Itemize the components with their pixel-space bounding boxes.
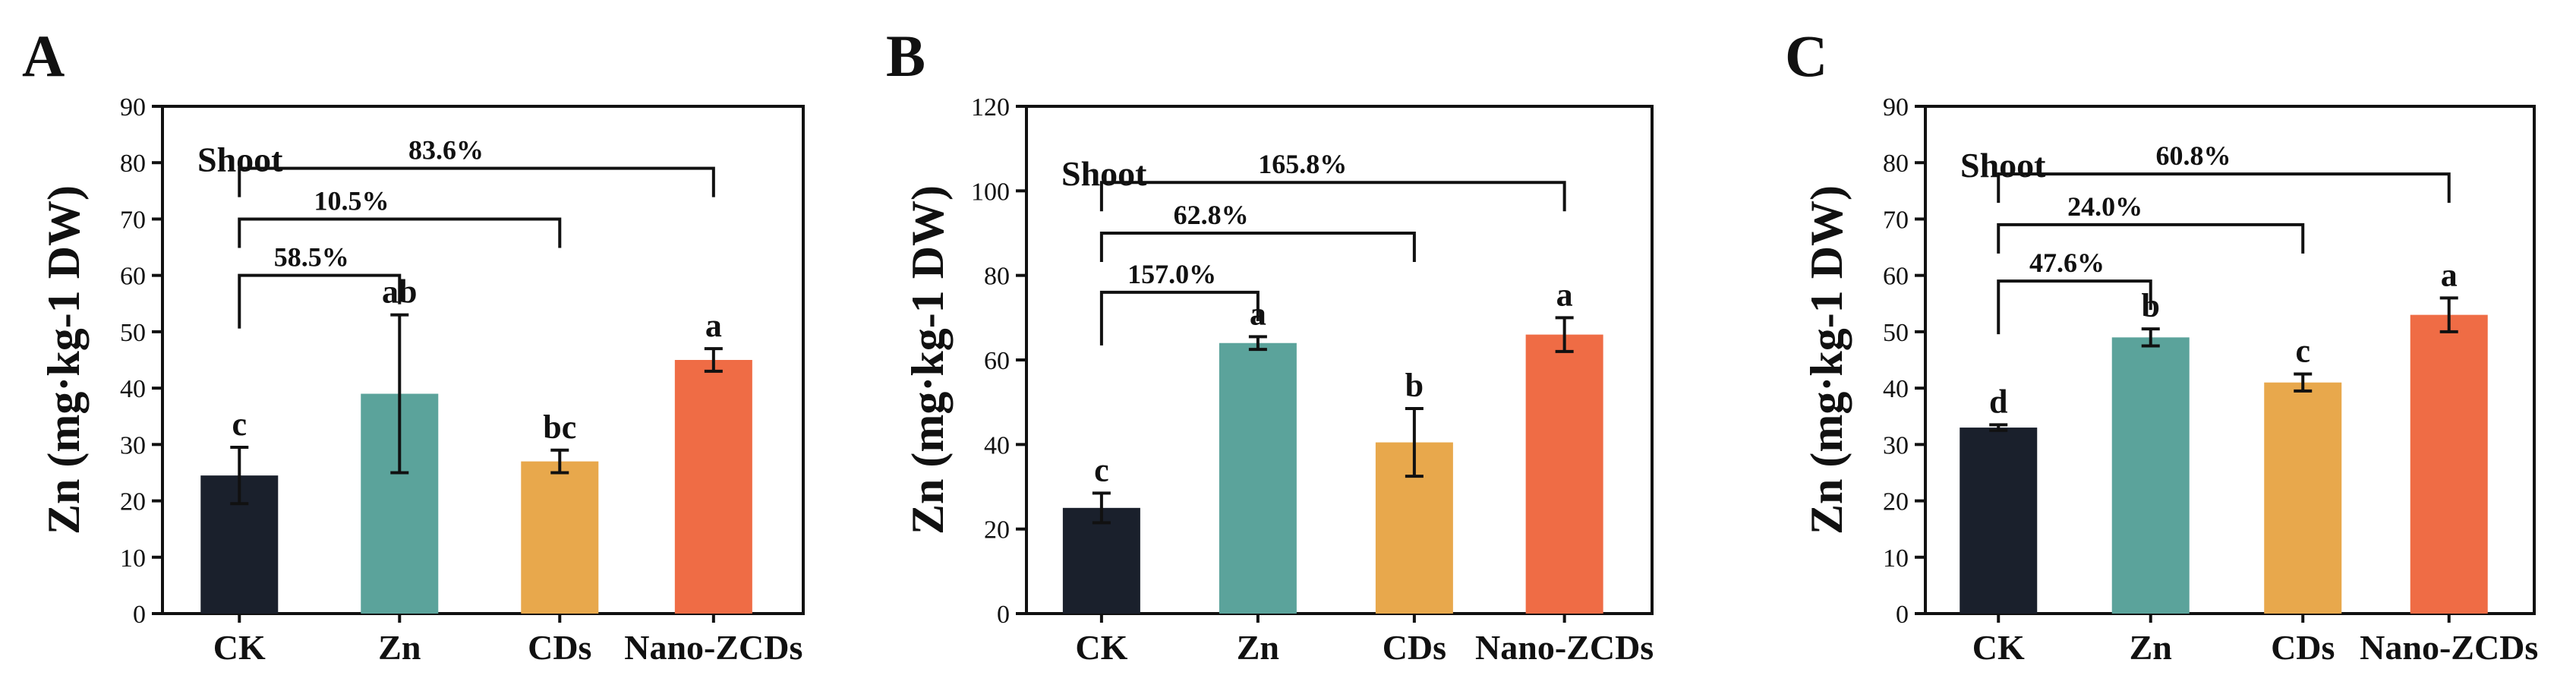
y-tick-label: 50 <box>1883 319 1909 347</box>
y-tick-label: 0 <box>997 601 1010 629</box>
y-tick-label: 80 <box>1883 150 1909 178</box>
significance-letter: c <box>1094 451 1109 488</box>
y-tick-label: 40 <box>1883 375 1909 403</box>
y-tick-label: 50 <box>120 319 146 347</box>
bar-zn <box>1219 342 1297 614</box>
panel-label: B <box>886 23 925 89</box>
x-tick-label: CK <box>1972 628 2025 667</box>
y-axis-label: Zn (mg·kg-1 DW) <box>903 185 953 535</box>
x-tick-label: Zn <box>2130 628 2172 667</box>
comparison-label: 165.8% <box>1258 149 1347 179</box>
y-tick-label: 10 <box>1883 544 1909 573</box>
comparison-label: 24.0% <box>2067 191 2142 222</box>
y-tick-label: 60 <box>120 263 146 291</box>
significance-letter: bc <box>543 409 576 446</box>
y-tick-label: 40 <box>984 431 1010 459</box>
axes-frame <box>1924 105 2536 615</box>
significance-letter: a <box>2441 256 2458 293</box>
x-tick-label: CDs <box>2271 628 2335 667</box>
y-tick-label: 20 <box>1883 488 1909 516</box>
significance-letter: c <box>2295 333 2310 370</box>
y-tick-label: 70 <box>1883 206 1909 234</box>
comparison-bracket <box>238 217 562 248</box>
y-tick-label: 10 <box>120 544 146 573</box>
x-tick-label: Nano-ZCDs <box>1475 628 1654 667</box>
bar-ck <box>1960 428 2038 614</box>
chart-panel-a: A 0 10 20 30 40 50 60 70 80 90 Zn (mg·kg-1 DW) c CK a b… <box>22 23 805 667</box>
significance-letter: a <box>705 307 722 344</box>
chart-panel-b: B 0 20 40 60 80 100 120 Zn (mg·kg-1 DW) c CK a Zn b CD… <box>886 23 1654 667</box>
y-tick-label: 80 <box>984 263 1010 291</box>
bar-cds <box>521 461 599 614</box>
significance-letter: d <box>1989 383 2007 420</box>
x-tick-label: Nano-ZCDs <box>2360 628 2538 667</box>
y-tick-label: 30 <box>120 431 146 459</box>
panel-label: C <box>1785 23 1827 89</box>
comparison-label: 83.6% <box>408 135 484 166</box>
comparison-bracket <box>1997 172 2451 204</box>
y-tick-label: 70 <box>120 206 146 234</box>
x-tick-label: Zn <box>1237 628 1279 667</box>
significance-letter: b <box>1405 367 1424 404</box>
comparison-bracket <box>1997 222 2305 254</box>
y-tick-label: 90 <box>120 93 146 122</box>
comparison-bracket <box>1997 279 2152 335</box>
bar-cds <box>2264 382 2342 614</box>
y-tick-label: 60 <box>1883 263 1909 291</box>
significance-letter: a <box>1556 276 1573 313</box>
comparison-label: 157.0% <box>1127 259 1216 289</box>
bar-nano-zcds <box>1525 334 1603 614</box>
shoot-annotation: Shoot <box>1061 154 1147 193</box>
bar-zn <box>2111 337 2190 614</box>
y-tick-label: 20 <box>120 488 146 516</box>
y-tick-label: 80 <box>120 150 146 178</box>
comparison-bracket <box>1099 181 1566 212</box>
y-axis-label: Zn (mg·kg-1 DW) <box>1802 185 1852 535</box>
x-tick-label: Zn <box>378 628 421 667</box>
comparison-bracket <box>238 166 715 197</box>
comparison-label: 62.8% <box>1174 200 1249 230</box>
bar-nano-zcds <box>674 360 752 614</box>
y-tick-label: 40 <box>120 375 146 403</box>
bar-ck <box>1062 507 1140 614</box>
y-tick-label: 120 <box>971 93 1010 122</box>
comparison-label: 58.5% <box>274 242 349 273</box>
x-tick-label: CDs <box>528 628 591 667</box>
x-tick-label: CK <box>213 628 266 667</box>
significance-letter: c <box>232 406 248 443</box>
x-tick-label: CK <box>1075 628 1127 667</box>
y-axis-label: Zn (mg·kg-1 DW) <box>39 185 89 535</box>
y-tick-label: 0 <box>1896 601 1909 629</box>
panel-label: A <box>22 23 65 89</box>
comparison-label: 60.8% <box>2155 140 2231 171</box>
y-tick-label: 60 <box>984 347 1010 375</box>
comparison-bracket <box>238 273 402 329</box>
y-tick-label: 30 <box>1883 431 1909 459</box>
bar-nano-zcds <box>2410 314 2488 614</box>
x-tick-label: Nano-ZCDs <box>624 628 802 667</box>
y-tick-label: 0 <box>133 601 146 629</box>
y-tick-label: 90 <box>1883 93 1909 122</box>
comparison-label: 10.5% <box>314 185 389 216</box>
comparison-bracket <box>1099 290 1260 346</box>
comparison-label: 47.6% <box>2029 248 2105 278</box>
comparison-bracket <box>1099 232 1416 262</box>
x-tick-label: CDs <box>1383 628 1446 667</box>
axes-frame <box>161 105 805 615</box>
y-tick-label: 100 <box>971 178 1010 206</box>
shoot-annotation: Shoot <box>1960 146 2046 185</box>
y-tick-label: 20 <box>984 516 1010 544</box>
